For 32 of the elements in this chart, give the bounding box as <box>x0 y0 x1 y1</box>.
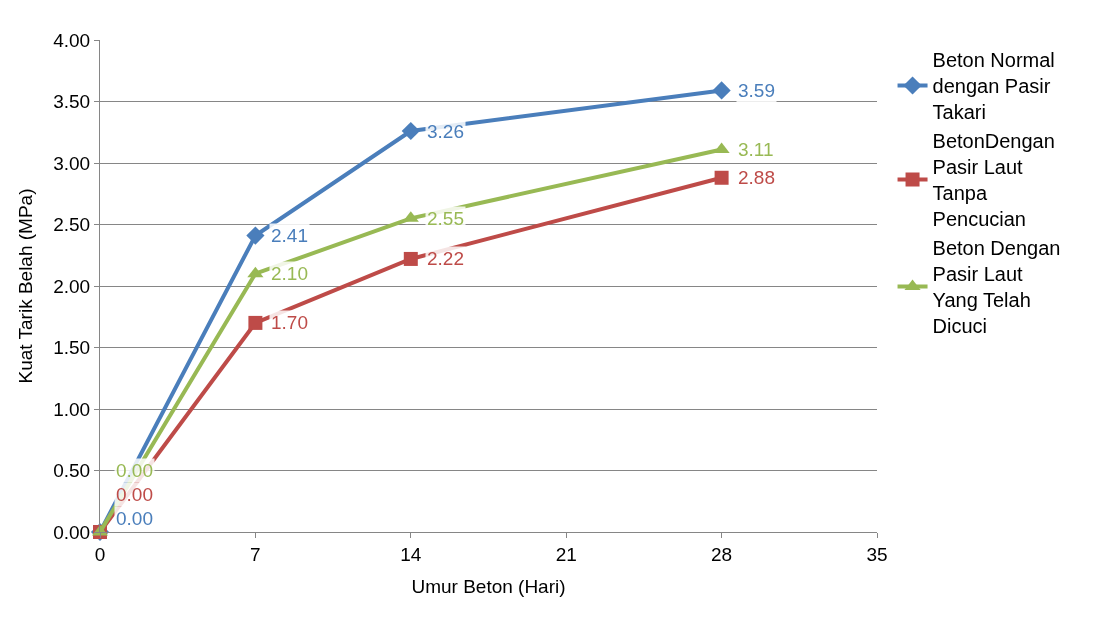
data-label: 3.11 <box>738 139 774 160</box>
y-tick-label: 3.00 <box>53 152 91 174</box>
x-tick-label: 28 <box>711 543 733 565</box>
y-tick-label: 2.00 <box>53 275 91 297</box>
data-label: 2.22 <box>427 248 464 269</box>
data-label: 3.26 <box>427 121 464 142</box>
x-tick-label: 21 <box>555 543 577 565</box>
legend-label: Beton Dengan Pasir Laut Yang Telah Dicuci <box>932 237 1061 338</box>
y-tick-label: 3.50 <box>53 91 91 113</box>
y-tick-label: 0.50 <box>53 460 91 482</box>
x-tick-label: 7 <box>250 543 261 565</box>
y-tick-label: 1.00 <box>53 398 91 420</box>
data-label: 0.00 <box>116 484 153 505</box>
x-tick-label: 35 <box>866 543 888 565</box>
legend-label: Beton Normal dengan Pasir Takari <box>932 49 1055 124</box>
y-tick-label: 4.00 <box>53 29 91 51</box>
data-label: 2.41 <box>271 225 308 246</box>
y-axis-title: Kuat Tarik Belah (MPa) <box>15 188 37 384</box>
y-tick-label: 2.50 <box>53 214 91 236</box>
data-label: 2.88 <box>738 167 775 188</box>
x-tick-label: 0 <box>94 543 106 565</box>
data-label: 1.70 <box>271 312 308 333</box>
data-label: 2.10 <box>271 263 308 284</box>
y-tick-label: 1.50 <box>53 337 91 359</box>
data-label: 0.00 <box>116 508 153 529</box>
data-label: 3.59 <box>738 80 775 101</box>
data-label: 2.55 <box>427 208 464 229</box>
x-tick-label: 14 <box>400 543 422 565</box>
y-tick-label: 0.00 <box>53 521 91 543</box>
x-axis-title: Umur Beton (Hari) <box>411 575 566 597</box>
legend-label: BetonDengan Pasir Laut Tanpa Pencucian <box>932 130 1055 231</box>
data-label: 0.00 <box>116 460 153 481</box>
